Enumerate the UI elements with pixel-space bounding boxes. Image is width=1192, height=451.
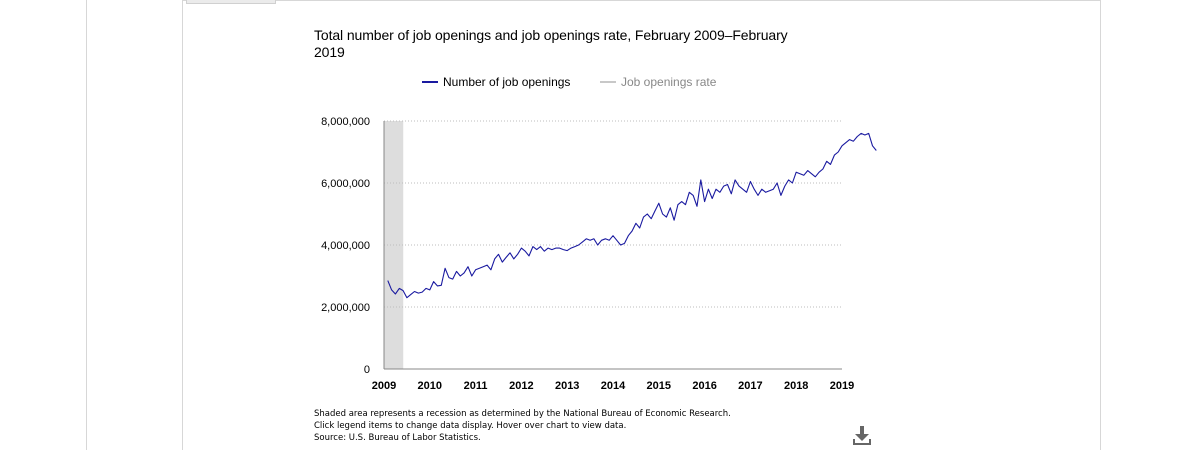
- footnote-source: Source: U.S. Bureau of Labor Statistics.: [314, 433, 481, 443]
- legend-label-openings-rate: Job openings rate: [621, 75, 717, 89]
- legend-swatch-openings-rate: [600, 81, 616, 83]
- x-tick-label: 2013: [555, 380, 579, 392]
- legend-swatch-job-openings: [422, 81, 438, 83]
- y-tick-label: 0: [364, 364, 370, 376]
- x-tick-label: 2011: [464, 380, 488, 392]
- legend-label-job-openings: Number of job openings: [443, 75, 571, 89]
- x-tick-label: 2012: [509, 380, 533, 392]
- legend-item-openings-rate[interactable]: Job openings rate: [600, 75, 716, 89]
- x-tick-label: 2014: [601, 380, 626, 392]
- x-tick-label: 2016: [692, 380, 716, 392]
- chart-title: Total number of job openings and job ope…: [314, 27, 788, 60]
- x-tick-label: 2018: [784, 380, 808, 392]
- download-icon[interactable]: [851, 424, 873, 446]
- page-left-border: [86, 0, 87, 450]
- footnote-instructions: Click legend items to change data displa…: [314, 421, 627, 431]
- panel-tab[interactable]: [186, 0, 276, 4]
- y-tick-label: 6,000,000: [321, 178, 370, 190]
- legend-item-job-openings[interactable]: Number of job openings: [422, 75, 570, 89]
- x-tick-label: 2015: [647, 380, 671, 392]
- y-tick-label: 4,000,000: [321, 240, 370, 252]
- footnote-recession: Shaded area represents a recession as de…: [314, 409, 731, 419]
- y-tick-label: 8,000,000: [321, 116, 370, 128]
- x-tick-label: 2010: [418, 380, 442, 392]
- y-tick-label: 2,000,000: [321, 302, 370, 314]
- chart-footnotes: Shaded area represents a recession as de…: [314, 408, 731, 444]
- chart-legend: Number of job openings Job openings rate: [0, 75, 1192, 95]
- series-line-job-openings: [387, 132, 877, 299]
- x-tick-label: 2019: [830, 380, 854, 392]
- x-tick-label: 2009: [372, 380, 396, 392]
- chart-panel: [182, 0, 1101, 450]
- x-tick-label: 2017: [738, 380, 762, 392]
